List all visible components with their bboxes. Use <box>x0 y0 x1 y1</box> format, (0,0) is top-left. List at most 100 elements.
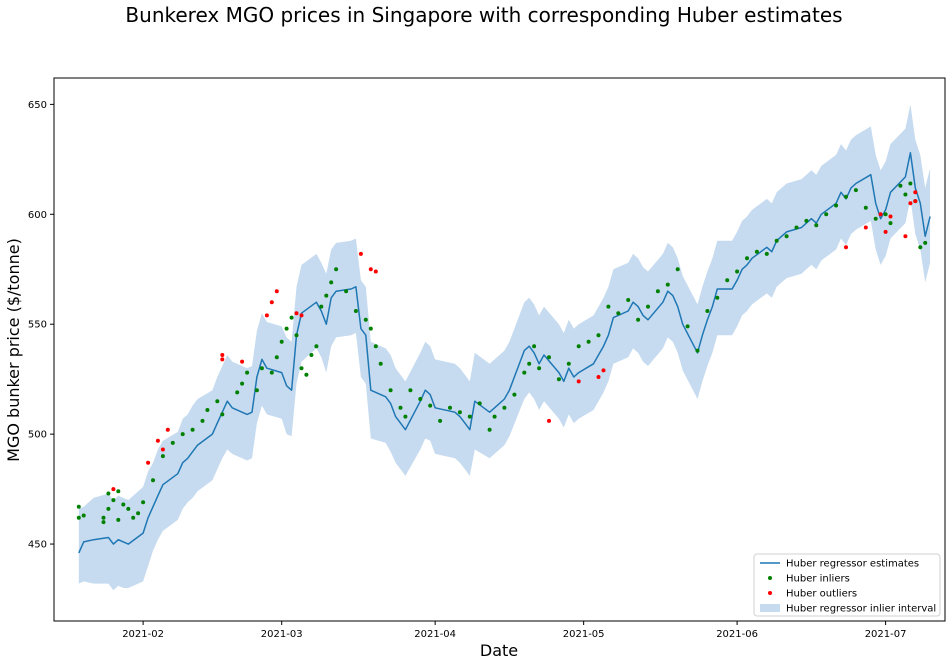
outlier-point <box>220 357 225 362</box>
inlier-point <box>923 240 928 245</box>
x-tick-label: 2021-04 <box>414 629 456 640</box>
inlier-point <box>240 381 245 386</box>
x-tick-label: 2021-05 <box>563 629 605 640</box>
inlier-point <box>903 192 908 197</box>
inlier-point <box>502 405 507 410</box>
inlier-point <box>235 390 240 395</box>
inlier-point <box>190 427 195 432</box>
inlier-point <box>76 515 81 520</box>
x-tick-label: 2021-06 <box>716 629 758 640</box>
legend-patch-swatch <box>760 604 780 612</box>
inlier-point <box>844 194 848 199</box>
inlier-point <box>695 348 700 353</box>
inlier-point <box>908 181 913 186</box>
inlier-point <box>457 410 462 415</box>
inlier-point <box>715 295 720 300</box>
inlier-point <box>685 324 690 329</box>
inlier-point <box>170 440 175 445</box>
outlier-point <box>146 460 151 465</box>
inlier-point <box>334 267 339 272</box>
outlier-point <box>908 201 913 206</box>
inlier-point <box>705 309 710 313</box>
inlier-point <box>774 238 779 243</box>
x-axis-label: Date <box>480 641 518 660</box>
y-axis-label: MGO bunker price ($/tonne) <box>4 238 23 462</box>
inlier-point <box>606 304 611 309</box>
inlier-point <box>269 370 274 375</box>
outlier-point <box>111 487 116 492</box>
inlier-point <box>616 311 621 316</box>
y-tick-label: 550 <box>28 320 47 331</box>
outlier-point <box>601 368 606 373</box>
inlier-point <box>537 366 542 371</box>
inlier-point <box>596 333 601 338</box>
inlier-point <box>675 267 680 272</box>
legend-marker-swatch <box>768 591 772 595</box>
inlier-point <box>106 506 111 511</box>
x-axis: 2021-02 2021-03 2021-04 2021-05 2021-06 2021-… <box>122 621 906 640</box>
y-tick-label: 650 <box>28 100 47 111</box>
inlier-point <box>245 370 250 375</box>
inlier-point <box>106 491 111 496</box>
inlier-point <box>725 278 730 283</box>
outlier-point <box>240 359 245 364</box>
inlier-point <box>438 418 443 423</box>
inlier-point <box>547 355 551 360</box>
inlier-point <box>863 205 868 210</box>
inlier-point <box>532 344 537 349</box>
y-tick-label: 600 <box>28 210 47 221</box>
inlier-point <box>289 315 294 320</box>
inlier-point <box>566 361 571 366</box>
inlier-point <box>180 432 185 437</box>
inlier-point <box>254 388 259 393</box>
interval-band-layer <box>78 104 931 591</box>
legend-label: Huber regressor inlier interval <box>786 604 936 615</box>
inlier-point <box>428 403 433 408</box>
inlier-point <box>527 361 532 366</box>
inlier-point <box>735 269 740 274</box>
inlier-point <box>403 414 408 419</box>
inlier-point <box>220 412 225 417</box>
inlier-point <box>448 405 452 410</box>
outlier-point <box>547 418 551 423</box>
y-axis: 450 500 550 600 650 <box>28 100 54 551</box>
inlier-point <box>467 414 472 419</box>
outlier-points-layer <box>111 190 918 492</box>
inlier-point <box>284 326 289 331</box>
inlier-point <box>754 249 759 254</box>
outlier-point <box>274 289 279 294</box>
outlier-point <box>155 438 160 443</box>
inlier-point <box>636 317 641 322</box>
inlier-point <box>329 280 334 285</box>
y-tick-label: 450 <box>28 540 47 551</box>
inlier-point <box>205 408 210 412</box>
inlier-point <box>512 392 517 397</box>
inlier-point <box>101 520 106 525</box>
inlier-point <box>116 517 121 522</box>
inlier-point <box>918 245 923 250</box>
inlier-point <box>353 309 358 313</box>
inlier-interval-band <box>78 104 931 591</box>
outlier-point <box>220 353 225 357</box>
inlier-point <box>319 304 324 309</box>
inlier-point <box>309 353 314 357</box>
inlier-point <box>764 251 769 256</box>
inlier-point <box>373 344 378 349</box>
outlier-point <box>913 190 918 195</box>
inlier-point <box>279 339 284 344</box>
inlier-point <box>888 221 893 226</box>
inlier-point <box>418 397 423 401</box>
inlier-point <box>586 339 591 344</box>
inlier-point <box>665 282 670 287</box>
inlier-point <box>556 377 561 382</box>
inlier-point <box>294 333 299 338</box>
inlier-point <box>136 511 141 516</box>
x-tick-label: 2021-03 <box>261 629 303 640</box>
outlier-point <box>373 269 378 274</box>
inlier-point <box>363 317 368 322</box>
inlier-point <box>378 361 383 366</box>
outlier-point <box>299 313 304 318</box>
outlier-point <box>576 379 581 384</box>
legend-entry: Huber regressor inlier interval <box>760 604 936 615</box>
x-tick-label: 2021-02 <box>122 629 164 640</box>
